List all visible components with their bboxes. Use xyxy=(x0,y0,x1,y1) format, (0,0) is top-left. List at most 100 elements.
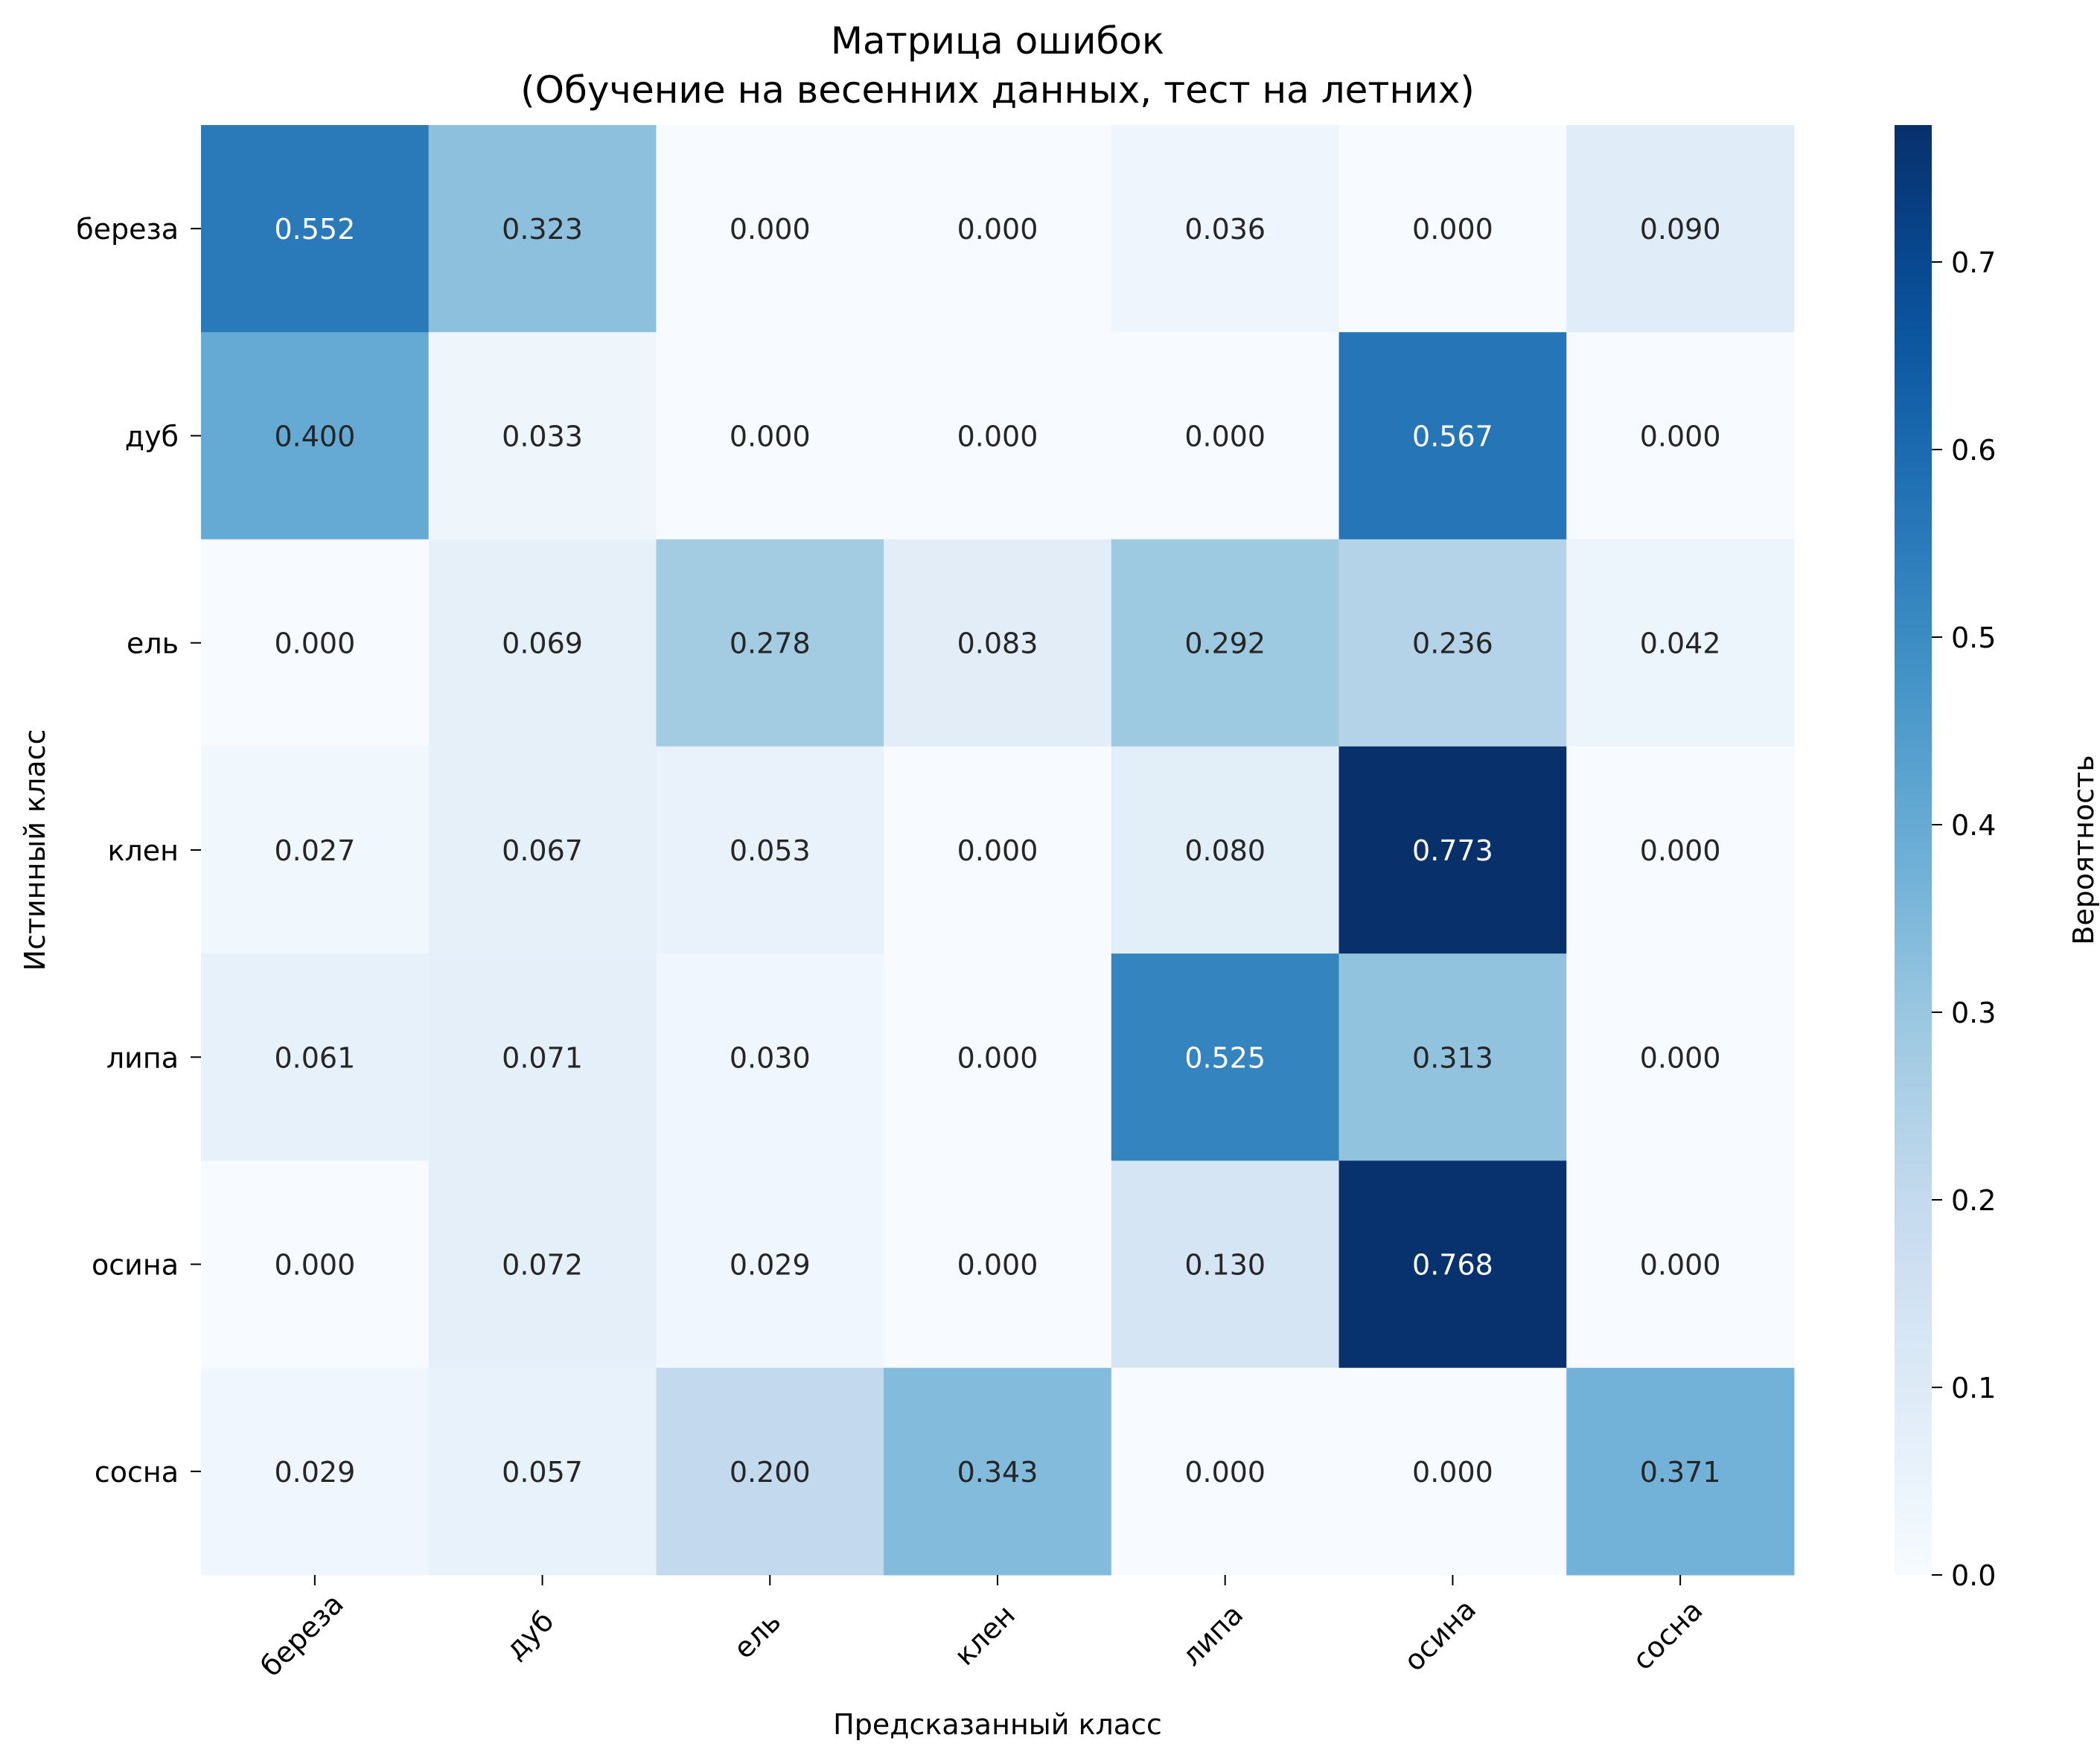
heatmap-cell xyxy=(1566,332,1795,540)
cell-value-label: 0.090 xyxy=(1640,213,1721,246)
y-axis-ticks: береза дуб ель клен липа осина сосна xyxy=(76,213,201,1489)
colorbar-label: Вероятность xyxy=(2067,755,2100,945)
heatmap-cell xyxy=(428,539,657,747)
cell-value-label: 0.000 xyxy=(1412,1456,1493,1489)
cell-value-label: 0.000 xyxy=(957,834,1038,867)
heatmap-cell xyxy=(428,125,657,333)
cell-value-label: 0.000 xyxy=(1640,1249,1721,1282)
heatmap-cell xyxy=(428,746,657,954)
colorbar-tick-label: 0.6 xyxy=(1951,434,1996,467)
cell-value-label: 0.323 xyxy=(502,213,583,246)
y-tick-label: дуб xyxy=(125,420,179,453)
cell-value-label: 0.773 xyxy=(1412,834,1493,867)
heatmap-cell xyxy=(201,1160,430,1369)
heatmap-cell xyxy=(1111,953,1340,1161)
cell-value-label: 0.080 xyxy=(1184,834,1266,867)
heatmap-cell xyxy=(201,539,430,747)
heatmap-cell xyxy=(884,1160,1112,1369)
cell-value-label: 0.292 xyxy=(1184,627,1266,660)
cell-value-label: 0.027 xyxy=(274,834,355,867)
y-tick-label: береза xyxy=(76,213,179,246)
cell-value-label: 0.067 xyxy=(502,834,583,867)
colorbar-tick-label: 0.4 xyxy=(1951,809,1996,842)
heatmap-cell xyxy=(884,125,1112,333)
cell-value-label: 0.053 xyxy=(730,834,811,867)
heatmap-cell xyxy=(1111,125,1340,333)
heatmap-cell xyxy=(656,1367,884,1576)
cell-value-label: 0.000 xyxy=(1184,1456,1266,1489)
chart-title-line-2: (Обучение на весенних данных, тест на ле… xyxy=(520,68,1475,112)
heatmap-cell xyxy=(428,1160,657,1369)
y-tick-label: ель xyxy=(127,627,179,660)
cell-value-label: 0.083 xyxy=(957,627,1038,660)
heatmap-cell xyxy=(1111,539,1340,747)
cell-value-label: 0.030 xyxy=(730,1041,811,1074)
heatmap-cell xyxy=(428,1367,657,1576)
cell-value-label: 0.000 xyxy=(1412,213,1493,246)
heatmap-cell xyxy=(1338,332,1567,540)
heatmap-cell xyxy=(656,332,884,540)
cell-value-label: 0.000 xyxy=(1640,1041,1721,1074)
cell-value-label: 0.033 xyxy=(502,420,583,453)
heatmap-cell xyxy=(1566,1160,1795,1369)
heatmap-cell xyxy=(201,1367,430,1576)
x-tick-label: липа xyxy=(1175,1598,1250,1672)
cell-value-label: 0.000 xyxy=(957,420,1038,453)
heatmap-cell xyxy=(884,332,1112,540)
cell-value-label: 0.000 xyxy=(1184,420,1266,453)
colorbar-ticks: 0.0 0.1 0.2 0.3 0.4 0.5 0.6 0.7 xyxy=(1932,246,1996,1592)
heatmap-cell xyxy=(201,953,430,1161)
colorbar xyxy=(1895,125,1932,1575)
y-tick-label: клен xyxy=(108,834,179,867)
cell-value-label: 0.200 xyxy=(730,1456,811,1489)
heatmap-cell xyxy=(1338,539,1567,747)
heatmap-cell xyxy=(1338,1367,1567,1576)
cell-value-label: 0.000 xyxy=(730,213,811,246)
colorbar-tick-label: 0.3 xyxy=(1951,997,1996,1029)
x-tick-label: дуб xyxy=(499,1605,560,1666)
cell-value-label: 0.000 xyxy=(274,627,355,660)
heatmap-cell xyxy=(428,332,657,540)
cell-value-label: 0.371 xyxy=(1640,1456,1721,1489)
heatmap-cell xyxy=(1566,125,1795,333)
heatmap-cell xyxy=(1338,1160,1567,1369)
heatmap-cell xyxy=(1111,1367,1340,1576)
cell-value-label: 0.768 xyxy=(1412,1249,1493,1282)
x-axis-ticks: береза дуб ель клен липа осина сосна xyxy=(254,1575,1709,1684)
cell-value-label: 0.069 xyxy=(502,627,583,660)
cell-value-label: 0.057 xyxy=(502,1456,583,1489)
x-axis-label: Предсказанный класс xyxy=(833,1708,1162,1741)
colorbar-tick-label: 0.7 xyxy=(1951,246,1996,279)
heatmap-cell-labels: 0.552 0.323 0.000 0.000 0.036 0.000 0.090 0.400… xyxy=(274,213,1720,1489)
cell-value-label: 0.000 xyxy=(957,1249,1038,1282)
cell-value-label: 0.000 xyxy=(730,420,811,453)
heatmap-cell xyxy=(1566,746,1795,954)
cell-value-label: 0.029 xyxy=(730,1249,811,1282)
x-tick-label: ель xyxy=(727,1605,788,1665)
cell-value-label: 0.071 xyxy=(502,1041,583,1074)
cell-value-label: 0.000 xyxy=(957,1041,1038,1074)
cell-value-label: 0.042 xyxy=(1640,627,1721,660)
colorbar-tick-label: 0.0 xyxy=(1951,1559,1996,1592)
cell-value-label: 0.000 xyxy=(1640,834,1721,867)
heatmap-cell xyxy=(1111,746,1340,954)
chart-title-line-1: Матрица ошибок xyxy=(831,19,1164,63)
heatmap-cell xyxy=(884,1367,1112,1576)
heatmap-cell xyxy=(1338,953,1567,1161)
heatmap-cell xyxy=(656,953,884,1161)
heatmap-cell xyxy=(656,125,884,333)
heatmap-cell xyxy=(1338,125,1567,333)
cell-value-label: 0.072 xyxy=(502,1249,583,1282)
heatmap-cell xyxy=(656,1160,884,1369)
x-tick-label: клен xyxy=(948,1598,1021,1672)
x-tick-label: осина xyxy=(1397,1593,1482,1678)
heatmap-cells xyxy=(201,125,1795,1576)
heatmap-cell xyxy=(1566,539,1795,747)
heatmap-cell xyxy=(884,746,1112,954)
cell-value-label: 0.000 xyxy=(1640,420,1721,453)
y-tick-label: липа xyxy=(106,1041,179,1074)
heatmap-cell xyxy=(1566,953,1795,1161)
heatmap-cell xyxy=(884,953,1112,1161)
y-axis-label: Истинный класс xyxy=(19,729,51,971)
x-tick-label: береза xyxy=(254,1588,350,1684)
